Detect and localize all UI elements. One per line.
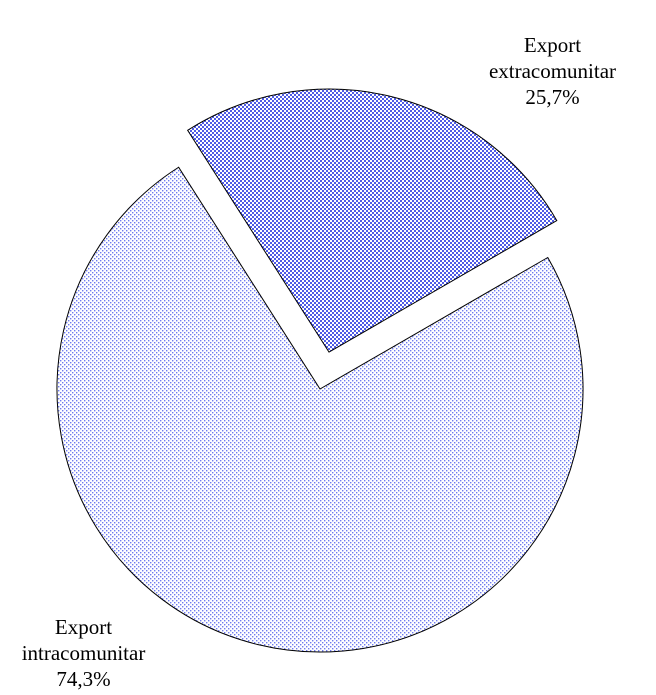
slice-label-extracomunitar: Export extracomunitar 25,7% (470, 32, 635, 110)
slice-label-extracomunitar-line1: Export (523, 33, 582, 57)
pie-slice-intracomunitar (56, 166, 584, 653)
slice-label-extracomunitar-line2: extracomunitar (488, 59, 617, 83)
pie-slice-extracomunitar (186, 88, 558, 353)
slice-label-intracomunitar: Export intracomunitar 74,3% (6, 614, 161, 692)
slice-value-intracomunitar: 74,3% (56, 667, 111, 691)
slice-label-intracomunitar-line2: intracomunitar (21, 641, 146, 665)
slice-label-intracomunitar-line1: Export (54, 615, 113, 639)
slice-value-extracomunitar: 25,7% (525, 85, 580, 109)
